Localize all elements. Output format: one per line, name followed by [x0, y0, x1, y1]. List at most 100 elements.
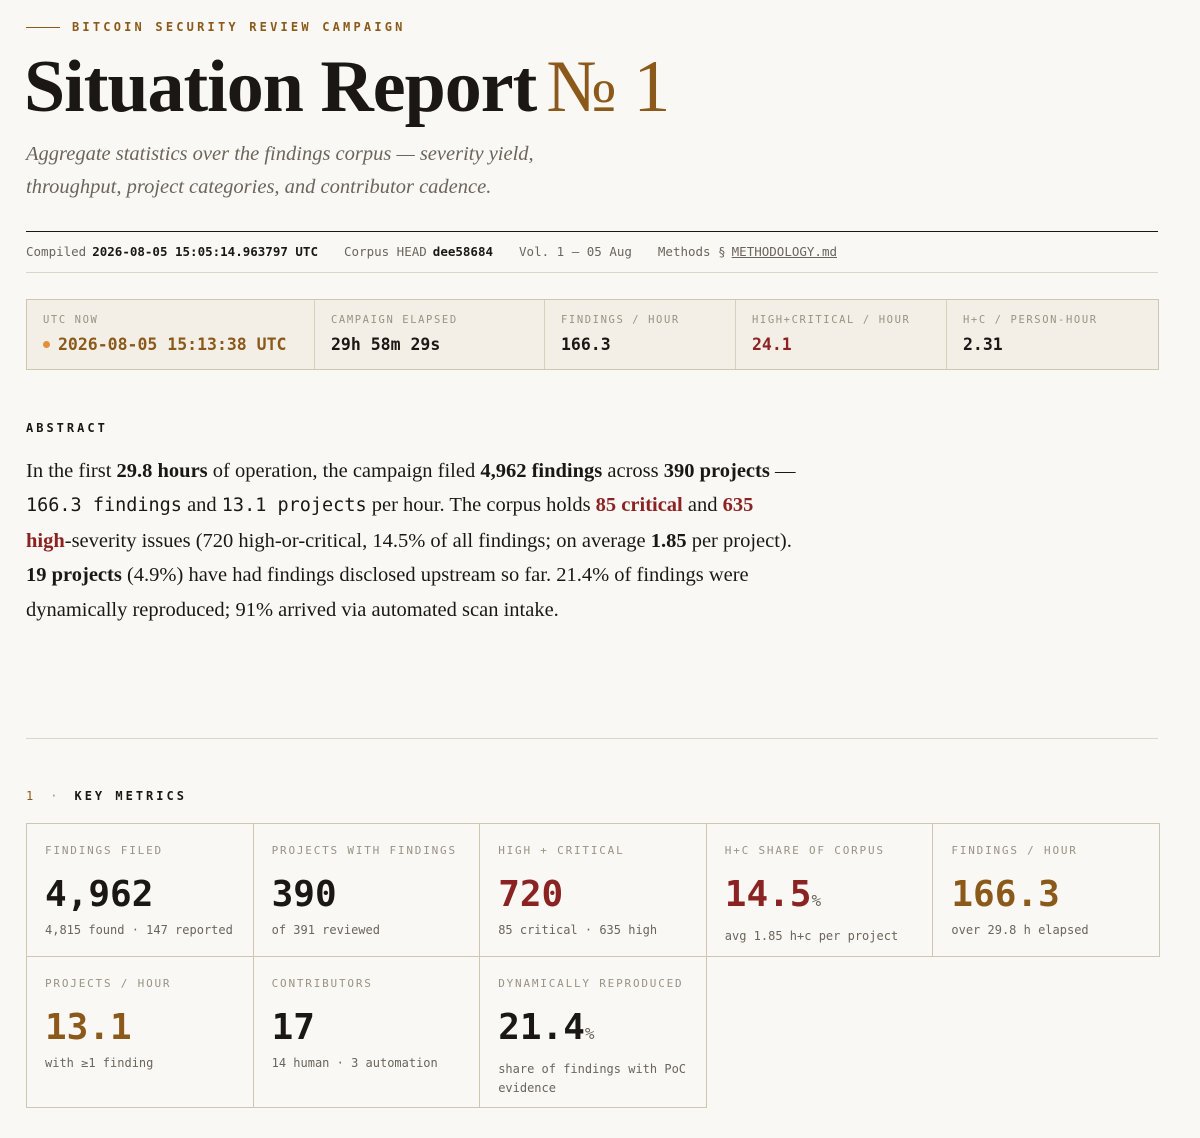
status-value: 29h 58m 29s — [331, 335, 528, 354]
meta-label: Corpus HEAD — [344, 244, 427, 259]
metric-sub: over 29.8 h elapsed — [951, 923, 1089, 937]
text: -severity issues (720 high-or-critical, … — [64, 529, 651, 552]
metric-label: CONTRIBUTORS — [271, 977, 373, 990]
text: per hour. The corpus holds — [366, 494, 596, 517]
text: — — [769, 460, 796, 482]
emphasis: 4,962 findings — [480, 460, 603, 482]
eyebrow-rule — [26, 26, 60, 28]
status-cell: UTC NOW 2026-08-05 15:13:38 UTC — [27, 300, 315, 369]
text: across — [602, 460, 664, 482]
metric-value-text: 390 — [271, 874, 337, 915]
metric-value-text: 720 — [498, 874, 564, 915]
metric-sub: 4,815 found · 147 reported — [45, 923, 233, 937]
metric-label: FINDINGS FILED — [45, 844, 163, 857]
status-label: HIGH+CRITICAL / HOUR — [752, 314, 911, 326]
subtitle: Aggregate statistics over the findings c… — [26, 143, 534, 198]
meta-value: dee58684 — [432, 244, 494, 259]
status-bar: UTC NOW 2026-08-05 15:13:38 UTC CAMPAIGN E… — [26, 299, 1159, 370]
metric-value-text: 4,962 — [45, 874, 154, 915]
metric-label: DYNAMICALLY REPRODUCED — [498, 977, 684, 990]
text: In the first — [26, 460, 117, 482]
section-number: 1 — [26, 789, 37, 803]
metric-card: FINDINGS FILED 4,962 4,815 found · 147 rep… — [26, 823, 254, 957]
text: and — [181, 494, 222, 517]
emphasis: 390 projects — [663, 460, 770, 482]
text: of operation, the campaign filed — [207, 460, 481, 482]
emphasis: 1.85 — [650, 529, 687, 552]
metric-value-text: 17 — [271, 1007, 315, 1048]
status-cell: HIGH+CRITICAL / HOUR 24.1 — [736, 300, 947, 369]
title-text: Situation Report — [24, 46, 537, 128]
metric-value: 13.1 — [45, 1006, 235, 1050]
meta-line: Compiled 2026-08-05 15:05:14.963797 UTC C… — [26, 244, 837, 259]
severity-emphasis: 635 high — [26, 494, 754, 552]
metric-card: FINDINGS / HOUR 166.3 over 29.8 h elapsed — [932, 823, 1160, 957]
metric-sub: 14 human · 3 automation — [271, 1056, 438, 1070]
meta-label: Methods § — [657, 244, 726, 259]
status-label: H+C / PERSON-HOUR — [963, 314, 1098, 326]
metrics-grid: FINDINGS FILED 4,962 4,815 found · 147 rep… — [26, 823, 1160, 1108]
text: and — [682, 494, 723, 517]
eyebrow-text: BITCOIN SECURITY REVIEW CAMPAIGN — [72, 20, 406, 34]
metric-card: CONTRIBUTORS 17 14 human · 3 automation — [252, 956, 481, 1108]
status-value-text: 166.3 — [561, 335, 611, 354]
meta-volume: Vol. 1 — 05 Aug — [519, 244, 632, 259]
status-value-text: 2026-08-05 15:13:38 UTC — [58, 335, 287, 354]
metric-value-text: 21.4 — [498, 1007, 585, 1048]
status-value: 2.31 — [963, 335, 1142, 354]
status-value: 166.3 — [561, 335, 719, 354]
metric-value: 390 — [272, 873, 462, 917]
metric-label: FINDINGS / HOUR — [951, 844, 1078, 857]
metric-value: 4,962 — [45, 873, 235, 917]
metric-sub: share of findings with PoC evidence — [498, 1062, 687, 1095]
text: (4.9%) have had findings disclosed upstr… — [26, 564, 749, 621]
metric-unit: % — [811, 891, 822, 910]
metric-sub: avg 1.85 h+c per project — [724, 929, 899, 943]
section-heading: 1 · KEY METRICS — [26, 789, 187, 803]
status-label: UTC NOW — [43, 314, 99, 326]
methodology-link[interactable]: METHODOLOGY.md — [731, 244, 837, 259]
report-number: № 1 — [546, 46, 670, 128]
metric-value-text: 13.1 — [45, 1007, 132, 1048]
section-title: KEY METRICS — [74, 789, 187, 803]
abstract-heading: ABSTRACT — [26, 421, 108, 435]
metric-card: DYNAMICALLY REPRODUCED 21.4% share of find… — [479, 956, 707, 1108]
metric-card: HIGH + CRITICAL 720 85 critical · 635 high — [479, 823, 707, 957]
status-value-text: 24.1 — [752, 335, 792, 354]
metric-value: 14.5% — [725, 873, 915, 923]
status-cell: H+C / PERSON-HOUR 2.31 — [947, 300, 1158, 369]
metric-value-text: 166.3 — [951, 874, 1060, 915]
meta-label: Compiled — [26, 244, 87, 259]
code-text: 166.3 findings — [26, 495, 182, 517]
metric-sub: of 391 reviewed — [271, 923, 380, 937]
meta-value: 2026-08-05 15:05:14.963797 UTC — [92, 244, 318, 259]
metric-label: PROJECTS WITH FINDINGS — [271, 844, 457, 857]
status-value-text: 2.31 — [963, 335, 1003, 354]
text: per project). — [686, 529, 792, 552]
metric-value: 17 — [272, 1006, 462, 1050]
metric-card: PROJECTS WITH FINDINGS 390 of 391 reviewed — [252, 823, 481, 957]
metric-value: 166.3 — [951, 873, 1141, 917]
abstract-text: In the first 29.8 hours of operation, th… — [26, 454, 796, 627]
live-dot — [43, 341, 50, 348]
emphasis: 19 projects — [26, 564, 122, 587]
metric-sub: 85 critical · 635 high — [498, 923, 658, 937]
metric-label: H+C SHARE OF CORPUS — [724, 844, 885, 857]
status-cell: FINDINGS / HOUR 166.3 — [545, 300, 736, 369]
metric-sub: with ≥1 finding — [45, 1056, 154, 1070]
metric-unit: % — [584, 1024, 595, 1043]
section-separator: · — [50, 789, 61, 803]
status-label: FINDINGS / HOUR — [561, 314, 680, 326]
metric-card: PROJECTS / HOUR 13.1 with ≥1 finding — [26, 956, 254, 1108]
meta-compiled: Compiled 2026-08-05 15:05:14.963797 UTC — [26, 244, 318, 259]
metric-value-text: 14.5 — [724, 874, 812, 915]
status-value: 2026-08-05 15:13:38 UTC — [43, 335, 298, 354]
metric-card: H+C SHARE OF CORPUS 14.5% avg 1.85 h+c per… — [705, 823, 934, 957]
metric-label: PROJECTS / HOUR — [45, 977, 172, 990]
meta-corpus: Corpus HEAD dee58684 — [344, 244, 493, 259]
meta-methods: Methods § METHODOLOGY.md — [658, 244, 837, 259]
status-value: 24.1 — [752, 335, 930, 354]
report-title: Situation Report № 1 — [24, 42, 670, 132]
